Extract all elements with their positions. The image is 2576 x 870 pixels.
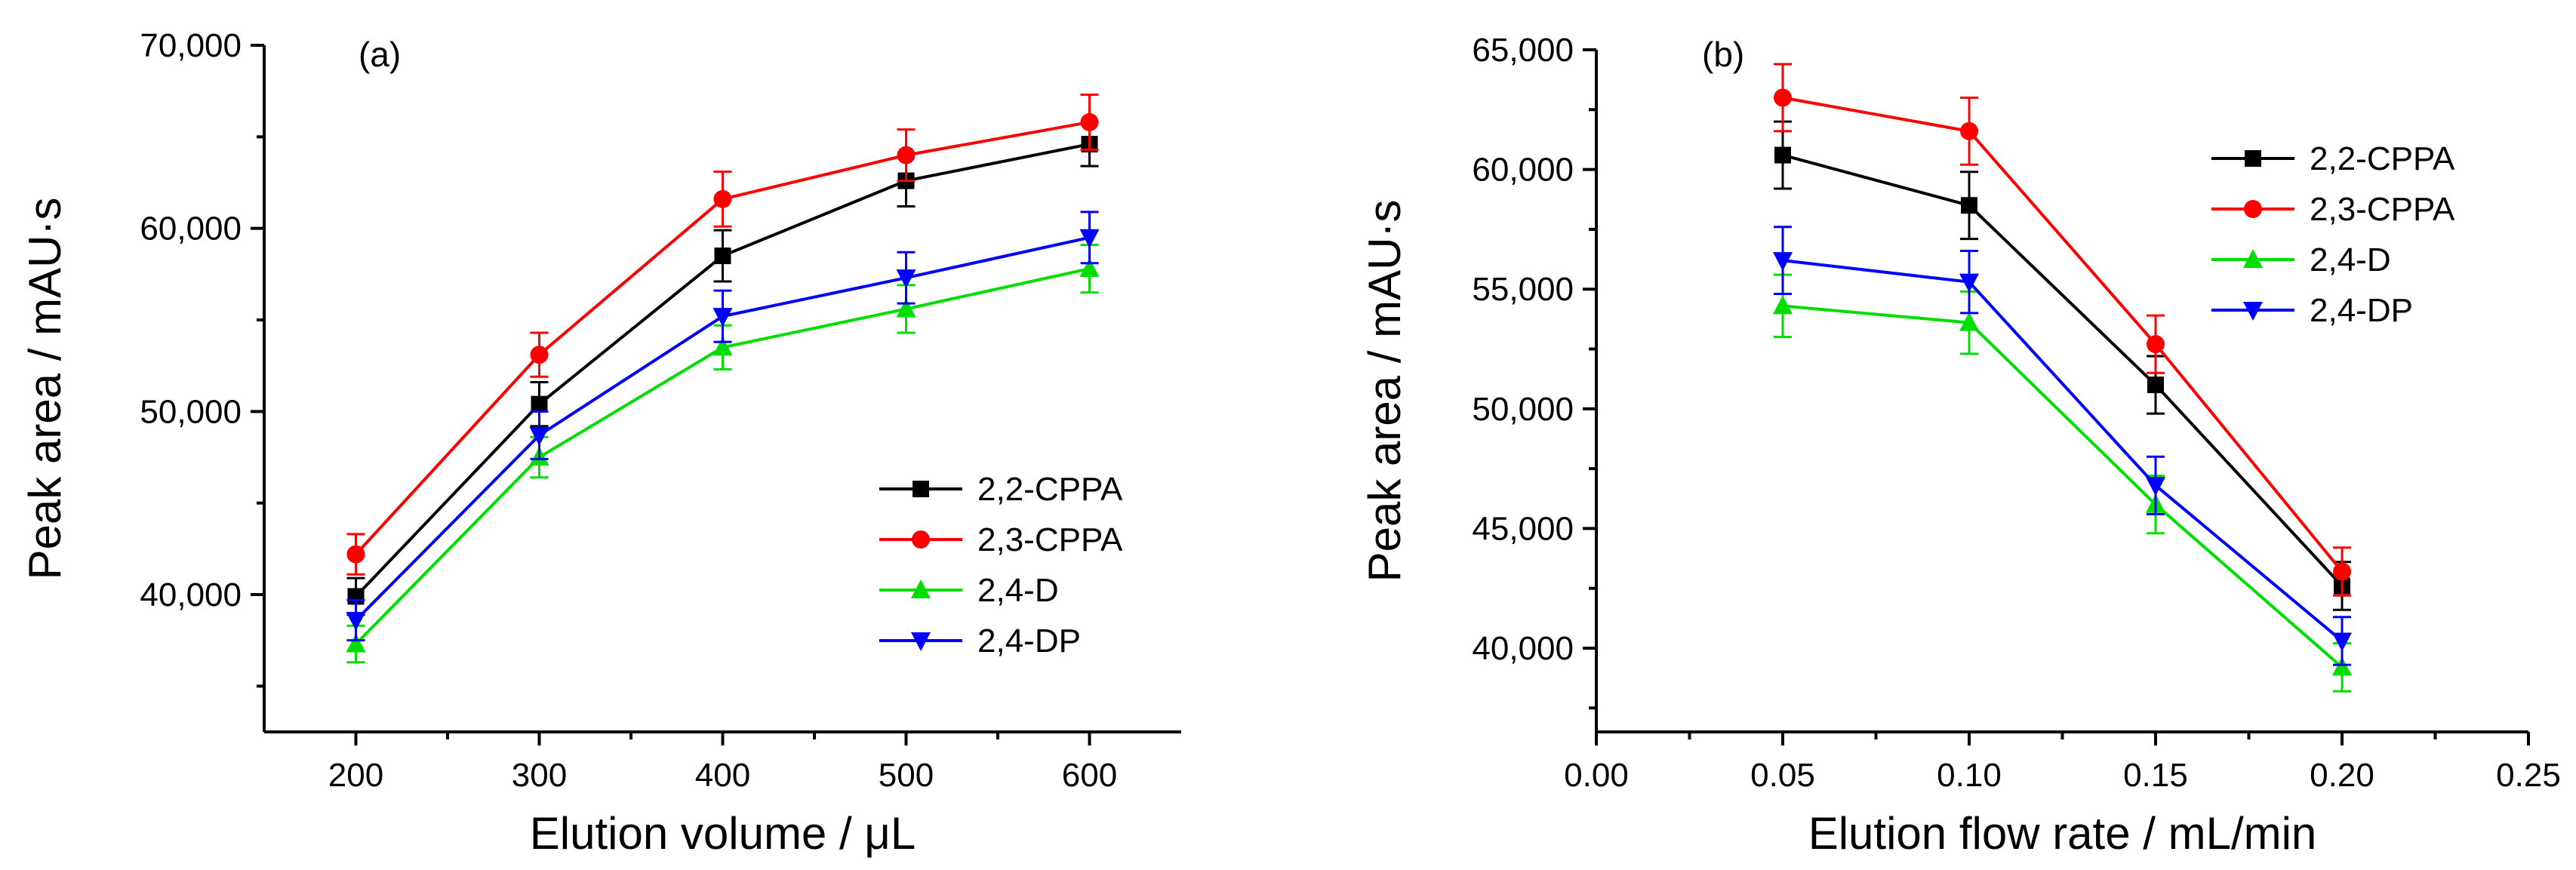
data-point <box>1960 121 1978 140</box>
data-point <box>897 146 916 164</box>
x-tick-label: 0.00 <box>1564 757 1629 794</box>
legend-marker <box>2244 200 2262 218</box>
series-2,4-D <box>346 244 1100 664</box>
panel-label: (a) <box>359 35 401 74</box>
data-point <box>1773 252 1793 272</box>
data-point <box>1080 112 1099 131</box>
x-tick-label: 500 <box>879 757 934 794</box>
legend-marker <box>2243 302 2263 321</box>
data-point <box>1961 197 1977 214</box>
legend-label: 2,4-D <box>977 572 1059 609</box>
x-tick-label: 400 <box>695 757 750 794</box>
series-2,2-CPPA <box>1774 120 2351 611</box>
legend-marker <box>911 579 931 598</box>
y-tick-label: 60,000 <box>1472 152 1574 189</box>
y-axis-label: Peak area / mAU·s <box>1359 200 1410 583</box>
y-tick-label: 50,000 <box>1472 391 1574 428</box>
data-point <box>1959 273 1979 293</box>
legend-label: 2,2-CPPA <box>2310 140 2455 177</box>
data-point <box>713 189 732 208</box>
x-axis-label: Elution flow rate / mL/min <box>1808 808 2317 859</box>
legend-label: 2,3-CPPA <box>2310 191 2455 228</box>
data-point <box>2332 632 2352 652</box>
series-line <box>1782 153 2344 587</box>
data-point <box>531 395 548 413</box>
y-tick-label: 60,000 <box>140 211 242 247</box>
data-point <box>2146 477 2165 496</box>
series-2,3-CPPA <box>1774 63 2351 597</box>
legend: 2,2-CPPA 2,3-CPPA 2,4-D 2,4-DP <box>2211 140 2455 329</box>
data-point <box>2147 377 2164 394</box>
legend-label: 2,2-CPPA <box>977 471 1123 508</box>
x-tick-label: 0.15 <box>2123 757 2188 794</box>
x-tick-label: 0.10 <box>1937 757 2002 794</box>
series-2,4-D <box>1773 273 2352 693</box>
x-tick-label: 200 <box>328 757 383 794</box>
y-tick-label: 45,000 <box>1472 510 1574 547</box>
series-line <box>1782 96 2344 573</box>
x-tick-label: 300 <box>512 757 567 794</box>
data-point <box>346 633 366 653</box>
y-tick-label: 50,000 <box>140 393 242 430</box>
series-line <box>1782 259 2344 643</box>
chart-panel-b: 0.00 0.05 0.10 0.15 0.20 0.25 40,000 45,000 50,0… <box>1359 32 2561 859</box>
x-tick-label: 0.25 <box>2496 757 2561 794</box>
y-tick-label: 65,000 <box>1472 32 1574 69</box>
x-tick-label: 600 <box>1062 757 1117 794</box>
data-point <box>1774 146 1791 164</box>
legend-label: 2,4-D <box>2310 241 2391 278</box>
legend-marker <box>913 481 929 497</box>
data-point <box>1773 295 1793 315</box>
y-tick-label: 55,000 <box>1472 271 1574 308</box>
y-tick-label: 40,000 <box>1472 630 1574 667</box>
data-point <box>1079 229 1100 248</box>
y-tick-label: 40,000 <box>140 576 242 613</box>
series-line <box>1782 304 2344 669</box>
data-point <box>896 298 916 318</box>
x-tick-label: 0.20 <box>2310 757 2374 794</box>
legend-marker <box>912 530 930 549</box>
data-point <box>1774 88 1792 107</box>
y-tick-label: 70,000 <box>140 27 242 64</box>
data-point <box>2147 335 2165 354</box>
data-point <box>346 611 366 631</box>
data-point <box>530 346 549 364</box>
data-point <box>2333 562 2351 581</box>
legend-label: 2,3-CPPA <box>977 521 1123 558</box>
data-point <box>529 426 549 446</box>
data-point <box>2332 656 2352 676</box>
legend: 2,2-CPPA 2,3-CPPA 2,4-D 2,4-DP <box>879 471 1123 659</box>
legend-marker <box>2245 150 2261 167</box>
legend-label: 2,4-DP <box>2310 292 2413 329</box>
series-2,3-CPPA <box>346 94 1099 576</box>
y-axis-label: Peak area / mAU·s <box>20 198 70 580</box>
data-point <box>346 545 365 564</box>
legend-marker <box>2243 249 2263 268</box>
data-point <box>1079 258 1100 278</box>
x-tick-label: 0.05 <box>1750 757 1815 794</box>
data-point <box>714 247 731 265</box>
data-point <box>896 269 916 289</box>
series-2,4-DP <box>1773 226 2352 666</box>
data-point <box>712 308 733 327</box>
chart-panel-a: 200 300 400 500 600 40,000 50,000 60,000 70,000 E… <box>20 27 1181 859</box>
series-2,4-DP <box>346 211 1100 642</box>
data-point <box>712 337 733 356</box>
x-axis-label: Elution volume / μL <box>530 808 916 859</box>
legend-label: 2,4-DP <box>977 623 1081 659</box>
legend-marker <box>911 632 931 651</box>
panel-label: (b) <box>1702 35 1744 74</box>
data-point <box>1959 312 1979 331</box>
